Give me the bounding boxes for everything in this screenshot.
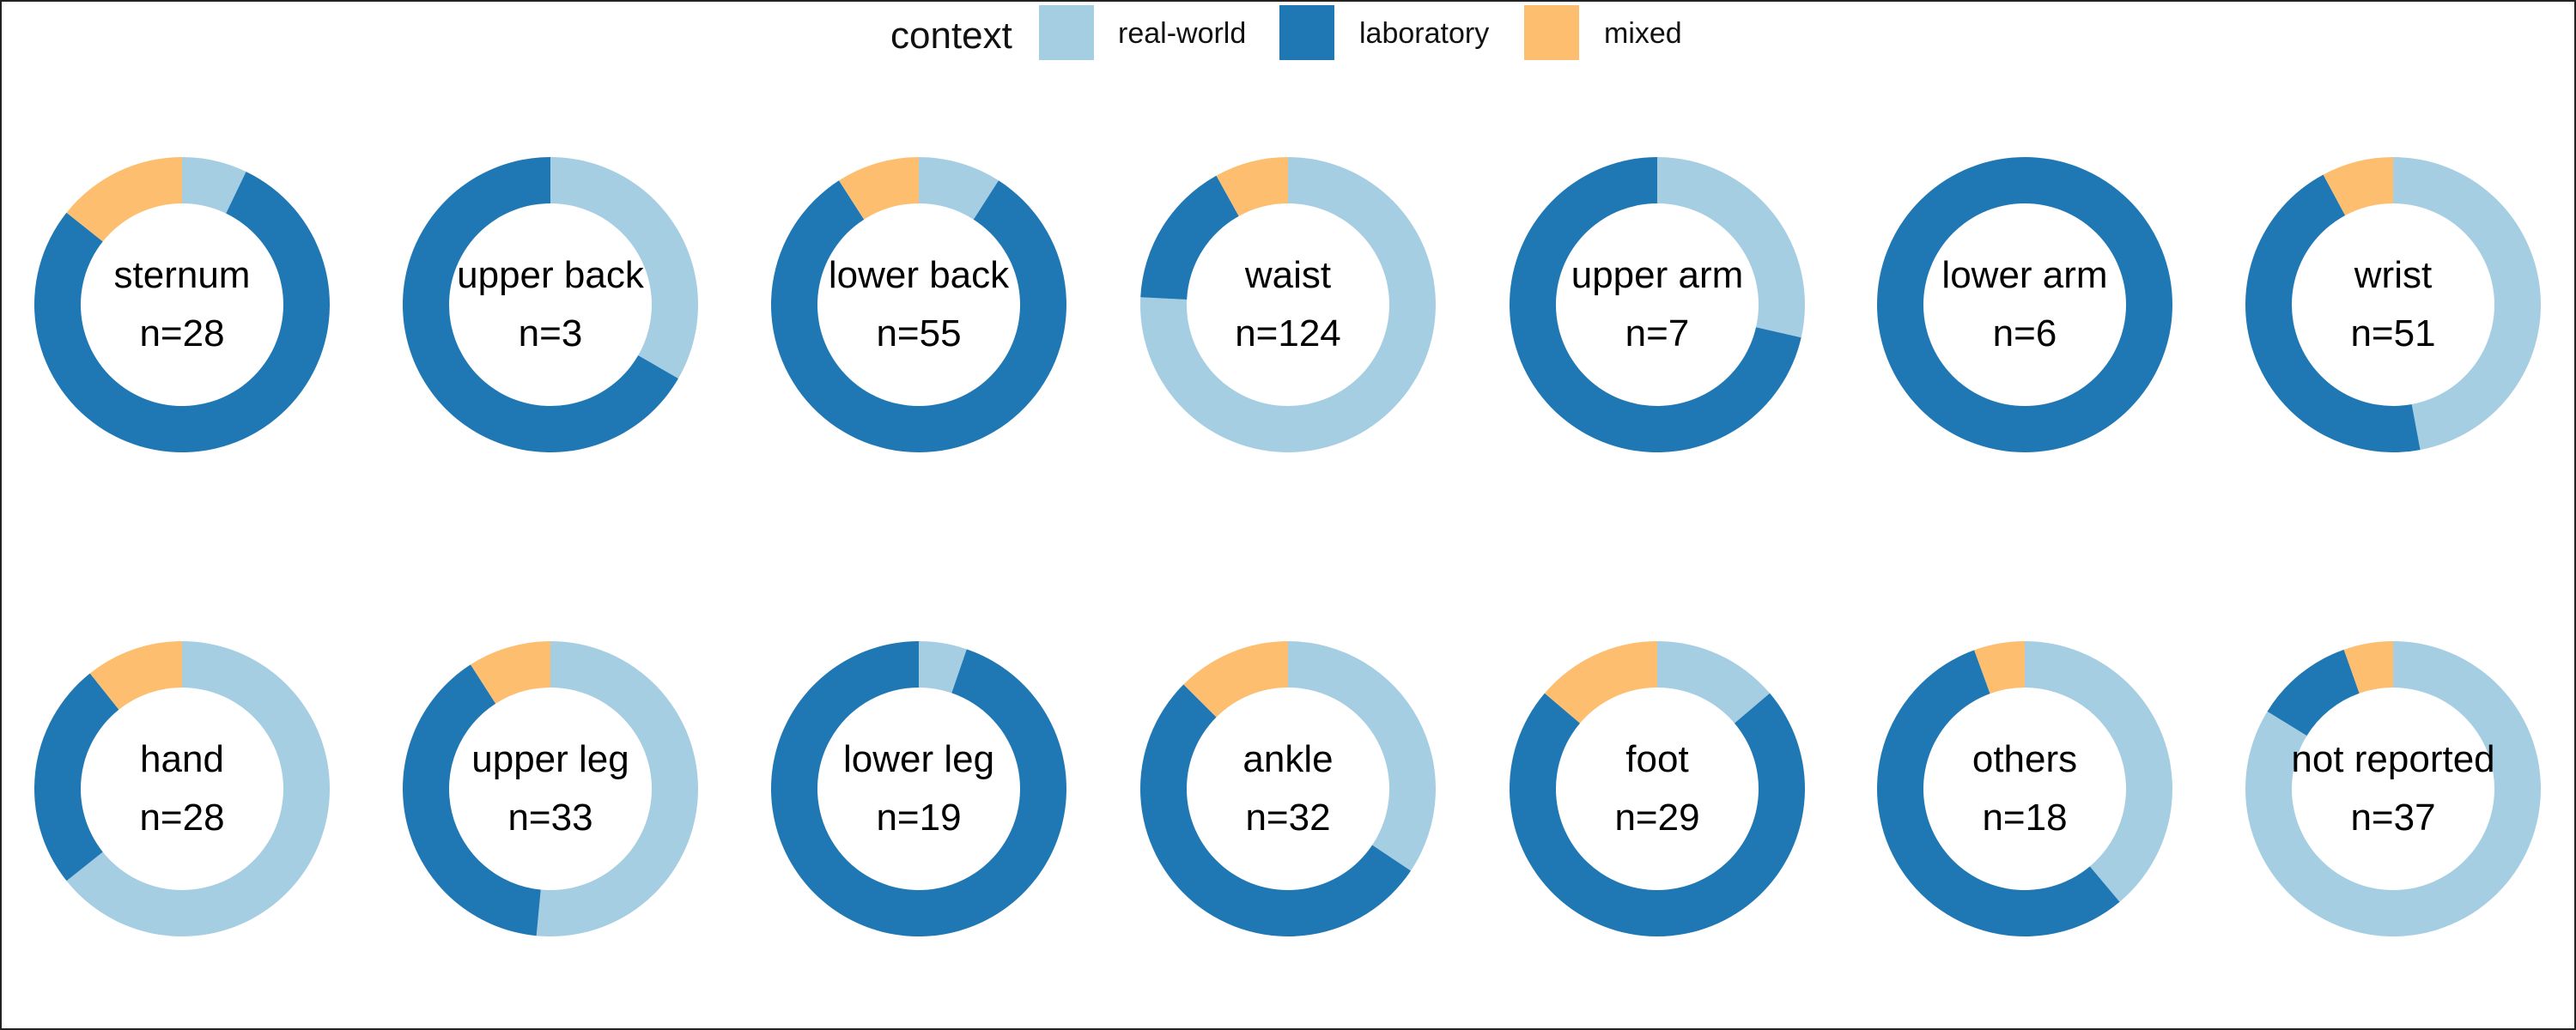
legend-key-mixed bbox=[1524, 5, 1579, 60]
donut-slice-lower-back-laboratory bbox=[771, 180, 1066, 453]
donut-label-upper-back: upper back bbox=[457, 254, 645, 296]
donut-wrist: wrist n=51 bbox=[2245, 157, 2541, 453]
donut-hand: hand n=28 bbox=[34, 640, 331, 936]
donut-lower-back: lower back n=55 bbox=[771, 157, 1066, 453]
donut-slice-others-laboratory bbox=[1877, 650, 2120, 936]
donut-count-foot: n=29 bbox=[1614, 797, 1699, 839]
donut-label-upper-arm: upper arm bbox=[1571, 254, 1744, 296]
donut-slice-not-reported-laboratory bbox=[2267, 649, 2360, 736]
donut-slice-hand-mixed bbox=[89, 641, 182, 710]
donut-label-lower-back: lower back bbox=[829, 254, 1010, 296]
donut-slice-lower-back-real-world bbox=[919, 157, 999, 220]
donut-count-waist: n=124 bbox=[1235, 312, 1341, 354]
donut-slice-upper-arm-laboratory bbox=[1509, 157, 1801, 452]
donut-lower-arm: lower arm n=6 bbox=[1877, 157, 2172, 452]
donut-slice-wrist-laboratory bbox=[2245, 174, 2421, 453]
donut-lower-leg: lower leg n=19 bbox=[770, 640, 1066, 936]
donut-slice-wrist-mixed bbox=[2323, 157, 2393, 216]
donut-count-lower-arm: n=6 bbox=[1993, 312, 2057, 354]
donut-slice-lower-leg-real-world bbox=[919, 641, 967, 694]
donut-slice-waist-real-world bbox=[1139, 157, 1436, 453]
donut-label-sternum: sternum bbox=[114, 254, 251, 296]
donut-upper-arm: upper arm n=7 bbox=[1509, 157, 1805, 452]
donut-slice-waist-laboratory bbox=[1140, 175, 1239, 300]
donut-slice-waist-mixed bbox=[1216, 157, 1288, 216]
legend: context real-world laboratory mixed bbox=[890, 5, 1682, 60]
donut-label-waist: waist bbox=[1244, 254, 1331, 296]
donut-slice-foot-real-world bbox=[1657, 641, 1771, 724]
donut-count-not-reported: n=37 bbox=[2350, 797, 2435, 839]
donut-label-lower-leg: lower leg bbox=[843, 738, 994, 780]
donut-slice-hand-laboratory bbox=[34, 673, 119, 882]
donut-slice-lower-arm-laboratory bbox=[1877, 157, 2172, 452]
donut-slice-upper-back-real-world bbox=[550, 157, 698, 379]
donut-slice-sternum-real-world bbox=[182, 157, 246, 214]
donut-not-reported: not reported n=37 bbox=[2245, 641, 2542, 936]
donut-upper-leg: upper leg n=33 bbox=[402, 641, 698, 936]
donut-ankle: ankle n=32 bbox=[1140, 641, 1437, 936]
donut-upper-back: upper back n=3 bbox=[402, 157, 698, 452]
donut-slice-hand-real-world bbox=[66, 640, 331, 936]
donut-count-upper-arm: n=7 bbox=[1625, 312, 1690, 354]
donut-foot: foot n=29 bbox=[1510, 641, 1805, 936]
donut-slice-sternum-laboratory bbox=[33, 172, 331, 453]
donut-slice-foot-mixed bbox=[1544, 641, 1657, 724]
donut-panels: sternum n=28 upper back n=3 lower back n=55 wa… bbox=[33, 157, 2542, 936]
donut-slice-ankle-real-world bbox=[1288, 641, 1437, 871]
donut-slice-upper-leg-real-world bbox=[536, 641, 698, 936]
legend-label-real-world: real-world bbox=[1118, 17, 1246, 50]
donut-label-wrist: wrist bbox=[2354, 254, 2432, 296]
donut-count-sternum: n=28 bbox=[139, 312, 224, 354]
donut-slice-ankle-mixed bbox=[1183, 641, 1288, 718]
donut-slice-lower-leg-laboratory bbox=[770, 640, 1066, 936]
donut-label-not-reported: not reported bbox=[2291, 738, 2494, 780]
donut-label-hand: hand bbox=[140, 738, 224, 780]
donut-slice-lower-back-mixed bbox=[839, 157, 919, 220]
donut-waist: waist n=124 bbox=[1139, 157, 1436, 453]
legend-title: context bbox=[890, 15, 1012, 57]
donut-label-lower-arm: lower arm bbox=[1941, 254, 2107, 296]
donut-slice-not-reported-real-world bbox=[2245, 641, 2542, 936]
donut-label-foot: foot bbox=[1625, 738, 1688, 780]
donut-slice-upper-arm-real-world bbox=[1657, 157, 1805, 338]
donut-slice-others-mixed bbox=[1974, 641, 2025, 694]
donut-others: others n=18 bbox=[1877, 641, 2172, 936]
donut-slice-upper-back-laboratory bbox=[402, 157, 678, 452]
donut-count-lower-back: n=55 bbox=[876, 312, 961, 354]
legend-entries: real-world laboratory mixed bbox=[1039, 5, 1682, 60]
donut-label-others: others bbox=[1972, 738, 2077, 780]
donut-slice-not-reported-mixed bbox=[2343, 641, 2393, 694]
donut-count-upper-leg: n=33 bbox=[507, 797, 592, 839]
donut-slice-upper-leg-laboratory bbox=[402, 664, 541, 936]
donut-label-ankle: ankle bbox=[1242, 738, 1333, 780]
legend-key-real-world bbox=[1039, 5, 1094, 60]
donut-count-ankle: n=32 bbox=[1245, 797, 1330, 839]
donut-count-lower-leg: n=19 bbox=[876, 797, 961, 839]
donut-slice-sternum-mixed bbox=[66, 157, 182, 242]
donut-slice-ankle-laboratory bbox=[1140, 684, 1412, 936]
donut-slice-foot-laboratory bbox=[1510, 693, 1805, 936]
legend-key-laboratory bbox=[1279, 5, 1334, 60]
donut-slice-others-real-world bbox=[2025, 641, 2172, 902]
donut-slice-wrist-real-world bbox=[2393, 157, 2541, 451]
donut-label-upper-leg: upper leg bbox=[471, 738, 629, 780]
donut-sternum: sternum n=28 bbox=[33, 157, 331, 453]
donut-slice-upper-leg-mixed bbox=[471, 641, 550, 704]
legend-label-mixed: mixed bbox=[1604, 17, 1682, 50]
donut-count-upper-back: n=3 bbox=[519, 312, 583, 354]
legend-label-laboratory: laboratory bbox=[1359, 17, 1489, 50]
donut-count-hand: n=28 bbox=[139, 797, 224, 839]
donut-count-wrist: n=51 bbox=[2350, 312, 2435, 354]
donut-count-others: n=18 bbox=[1982, 797, 2067, 839]
